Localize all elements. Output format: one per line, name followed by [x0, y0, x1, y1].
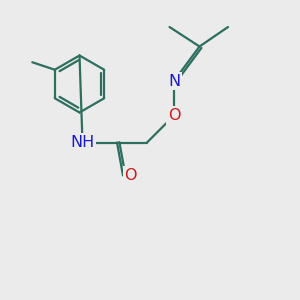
Text: N: N — [168, 74, 180, 88]
Text: NH: NH — [70, 135, 94, 150]
Text: O: O — [168, 108, 180, 123]
Text: O: O — [124, 168, 137, 183]
